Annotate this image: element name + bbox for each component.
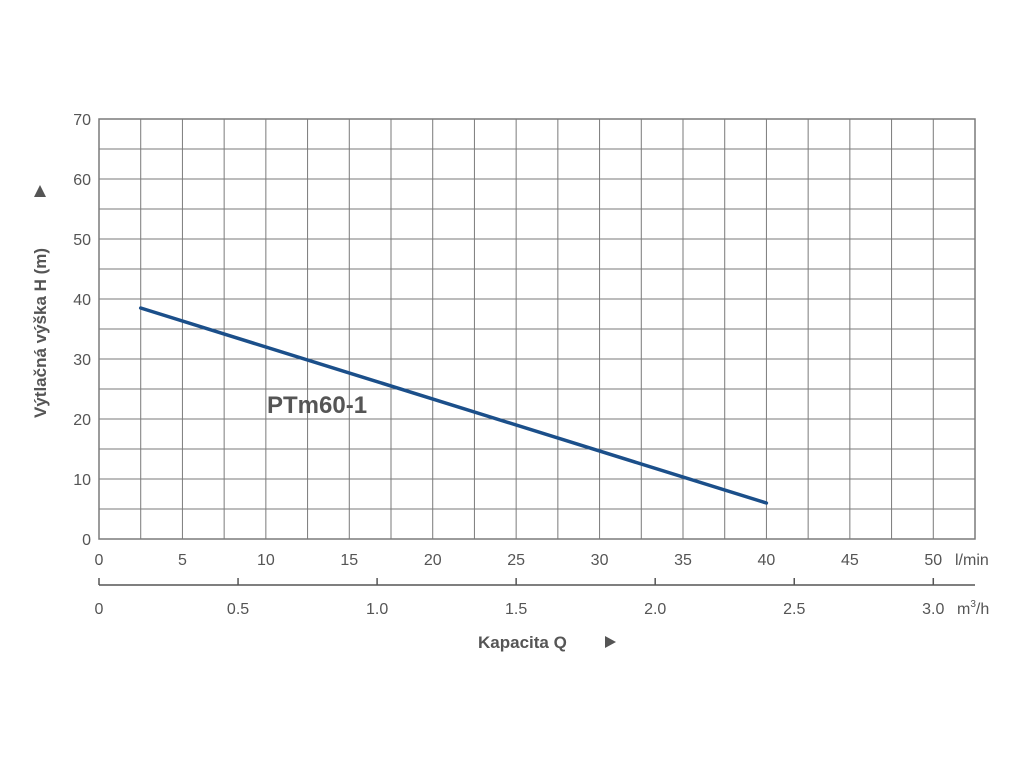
y-tick-label: 60 [73,172,91,189]
x-tick-label: 0 [95,552,104,569]
y-tick-label: 10 [73,472,91,489]
x-tick-label: 25 [507,552,525,569]
x-tick-labels: 0 5 10 15 20 25 30 35 40 45 50 [95,552,943,569]
grid [98,118,975,540]
secondary-x-tick-label: 0 [95,601,104,618]
y-axis-arrow-icon [34,185,46,197]
secondary-x-tick-label: 3.0 [922,601,944,618]
x-tick-label: 45 [841,552,859,569]
secondary-x-ticks: 0 0.5 1.0 1.5 2.0 2.5 3.0 [95,578,945,618]
secondary-x-axis-unit: m3/h [957,599,989,618]
y-tick-label: 50 [73,232,91,249]
x-tick-label: 10 [257,552,275,569]
secondary-x-tick-label: 0.5 [227,601,249,618]
y-tick-label: 30 [73,352,91,369]
y-axis-title: Výtlačná výška H (m) [31,248,50,418]
x-axis-title: Kapacita Q [478,633,567,652]
x-tick-label: 15 [340,552,358,569]
secondary-x-tick-label: 1.0 [366,601,388,618]
x-axis-arrow-icon [605,636,616,648]
secondary-x-tick-label: 1.5 [505,601,527,618]
y-tick-label: 20 [73,412,91,429]
x-tick-label: 35 [674,552,692,569]
series-line [138,306,769,505]
y-tick-label: 40 [73,292,91,309]
y-tick-label: 0 [82,532,91,549]
x-tick-label: 30 [591,552,609,569]
series-layer [138,306,769,505]
x-tick-label: 40 [758,552,776,569]
secondary-x-tick-label: 2.0 [644,601,666,618]
y-tick-labels: 0 10 20 30 40 50 60 70 [73,112,91,549]
secondary-x-tick-label: 2.5 [783,601,805,618]
x-tick-label: 5 [178,552,187,569]
x-tick-label: 50 [924,552,942,569]
y-tick-label: 70 [73,112,91,129]
x-tick-label: 20 [424,552,442,569]
x-axis-unit: l/min [955,552,989,569]
plot-frame [98,118,976,540]
series-label: PTm60-1 [267,392,367,419]
